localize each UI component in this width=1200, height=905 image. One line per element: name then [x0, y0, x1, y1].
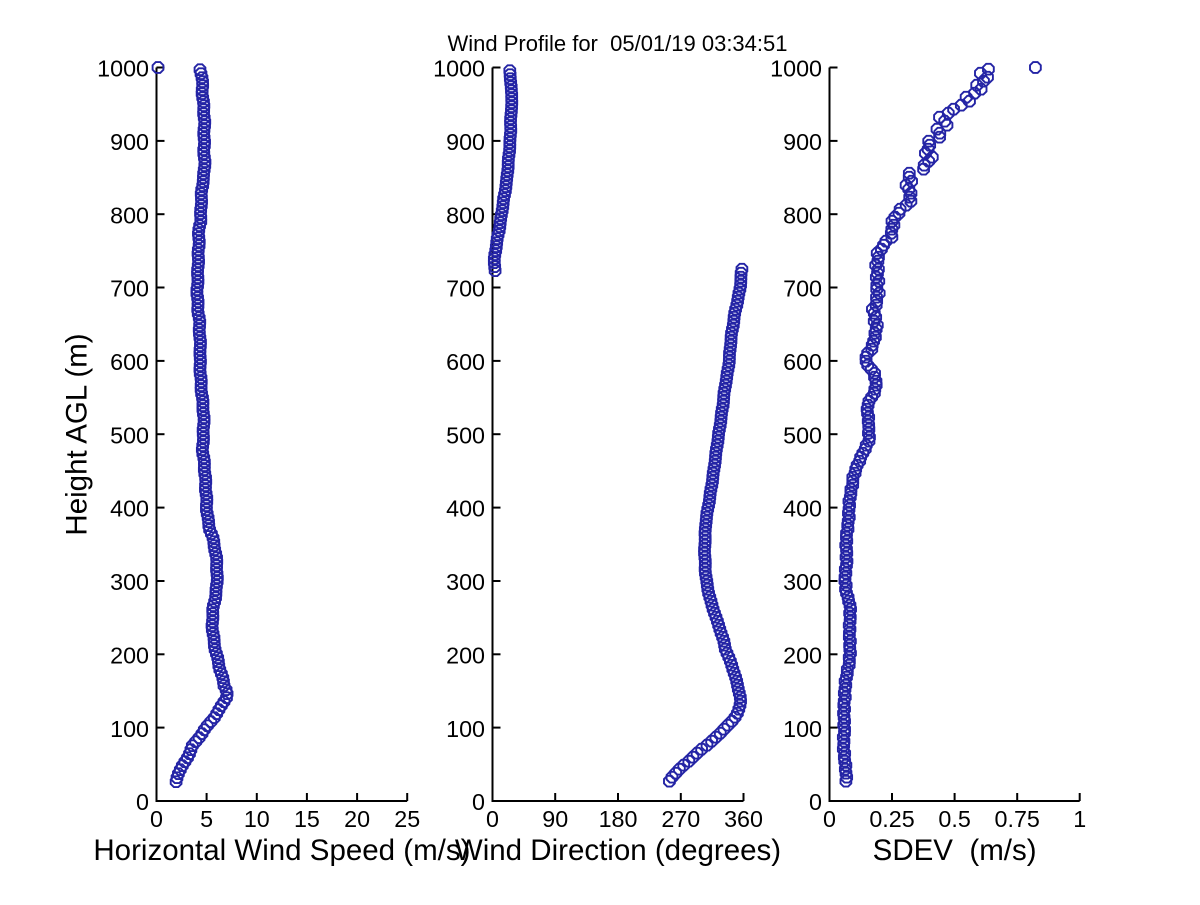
svg-text:800: 800 [110, 202, 149, 228]
svg-text:100: 100 [446, 716, 485, 742]
svg-text:90: 90 [542, 806, 568, 832]
svg-text:1: 1 [1073, 806, 1086, 832]
svg-text:500: 500 [783, 422, 822, 448]
svg-text:400: 400 [783, 496, 822, 522]
svg-text:600: 600 [110, 349, 149, 375]
svg-text:1000: 1000 [433, 56, 485, 82]
svg-text:200: 200 [110, 642, 149, 668]
svg-text:Horizontal Wind Speed (m/s): Horizontal Wind Speed (m/s) [93, 834, 470, 867]
svg-text:270: 270 [661, 806, 700, 832]
svg-text:10: 10 [244, 806, 270, 832]
svg-text:400: 400 [446, 496, 485, 522]
svg-text:180: 180 [599, 806, 638, 832]
svg-text:300: 300 [783, 569, 822, 595]
svg-text:300: 300 [110, 569, 149, 595]
svg-text:15: 15 [294, 806, 320, 832]
svg-text:600: 600 [446, 349, 485, 375]
svg-text:0: 0 [486, 806, 499, 832]
svg-text:0.75: 0.75 [995, 806, 1040, 832]
svg-text:0: 0 [150, 806, 163, 832]
svg-text:200: 200 [446, 642, 485, 668]
svg-text:360: 360 [724, 806, 763, 832]
svg-text:700: 700 [783, 276, 822, 302]
svg-text:800: 800 [446, 202, 485, 228]
svg-text:20: 20 [344, 806, 370, 832]
svg-text:200: 200 [783, 642, 822, 668]
svg-text:700: 700 [446, 276, 485, 302]
svg-text:0: 0 [136, 789, 149, 815]
svg-text:900: 900 [783, 129, 822, 155]
svg-text:800: 800 [783, 202, 822, 228]
svg-text:0.25: 0.25 [869, 806, 914, 832]
svg-text:100: 100 [110, 716, 149, 742]
svg-text:600: 600 [783, 349, 822, 375]
svg-text:0.5: 0.5 [938, 806, 970, 832]
svg-text:1000: 1000 [770, 56, 822, 82]
svg-text:900: 900 [446, 129, 485, 155]
svg-text:300: 300 [446, 569, 485, 595]
svg-text:25: 25 [394, 806, 420, 832]
svg-text:100: 100 [783, 716, 822, 742]
svg-text:700: 700 [110, 276, 149, 302]
svg-text:5: 5 [200, 806, 213, 832]
svg-text:400: 400 [110, 496, 149, 522]
svg-text:500: 500 [446, 422, 485, 448]
svg-text:1000: 1000 [97, 56, 149, 82]
svg-text:0: 0 [823, 806, 836, 832]
svg-text:Wind Direction (degrees): Wind Direction (degrees) [455, 834, 781, 867]
svg-text:SDEV (m/s): SDEV (m/s) [873, 834, 1037, 867]
svg-text:0: 0 [472, 789, 485, 815]
svg-text:Height AGL (m): Height AGL (m) [61, 333, 94, 535]
svg-text:900: 900 [110, 129, 149, 155]
svg-text:500: 500 [110, 422, 149, 448]
svg-text:Wind Profile for 05/01/19 03:: Wind Profile for 05/01/19 03:34:51 [448, 31, 788, 56]
svg-text:0: 0 [809, 789, 822, 815]
